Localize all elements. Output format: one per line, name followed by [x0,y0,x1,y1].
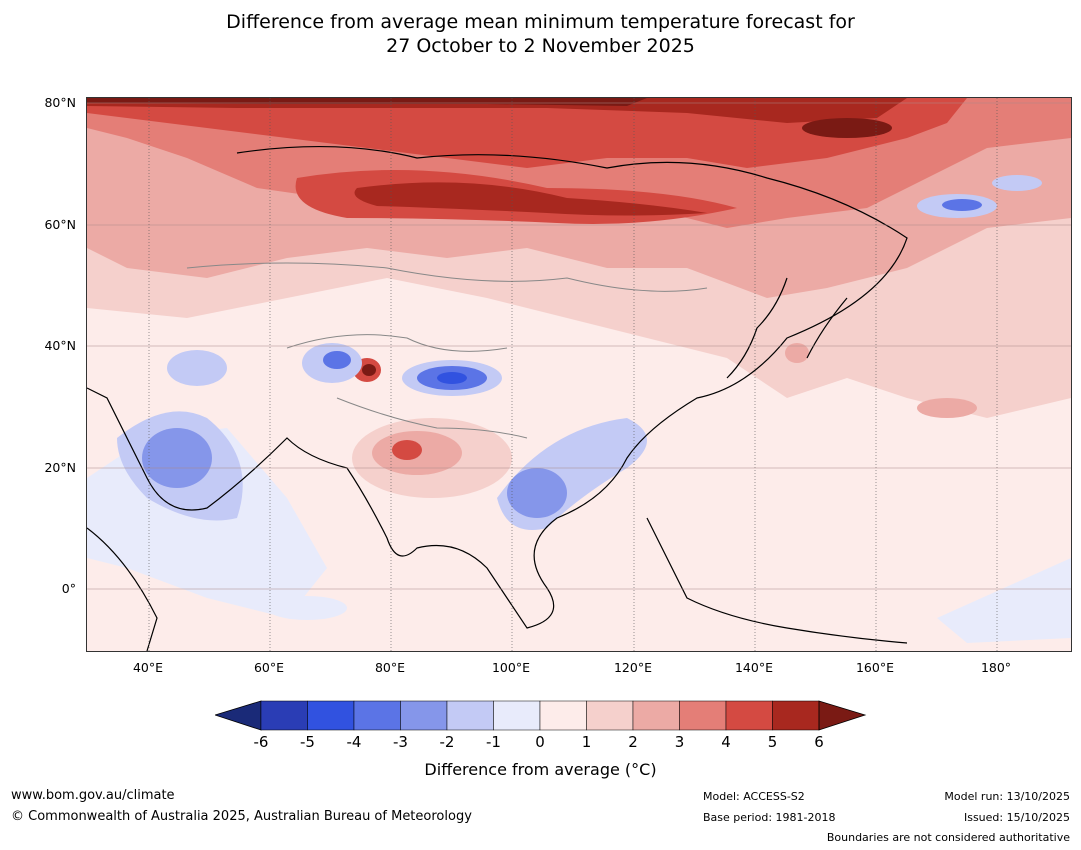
footer-model-run: Model run: 13/10/2025 [944,790,1070,803]
colorbar-tick-label: -3 [393,733,408,751]
colorbar-extend-low [215,700,262,731]
colorbar-segment [446,700,494,731]
footer-issued: Issued: 15/10/2025 [963,811,1070,824]
colorbar-tick-label: -6 [253,733,269,751]
colorbar-tick-label: 5 [767,733,778,751]
colorbar [215,700,867,731]
lon-label-160e: 160°E [855,660,894,675]
colorbar-segment [260,700,308,731]
lat-label-40n: 40°N [44,338,76,353]
colorbar-segment [632,700,680,731]
temperature-anomaly-map [87,98,1071,651]
title-line-1: Difference from average mean minimum tem… [226,11,855,33]
colorbar-segment [725,700,773,731]
lon-label-60e: 60°E [253,660,285,675]
lat-label-20n: 20°N [44,460,76,475]
colorbar-extend-high [818,700,867,731]
colorbar-tick-label: -1 [486,733,501,751]
colorbar-label: Difference from average (°C) [424,760,657,779]
lon-label-100e: 100°E [491,660,530,675]
colorbar-segment [493,700,541,731]
map-title: Difference from average mean minimum tem… [0,10,1081,58]
lon-label-40e: 40°E [132,660,164,675]
colorbar-segment [679,700,727,731]
lat-label-80n: 80°N [44,95,76,110]
colorbar-tick-label: 4 [721,733,731,751]
lat-label-0: 0° [61,581,76,596]
colorbar-tick-label: 2 [628,733,638,751]
colorbar-tick-label: -5 [300,733,315,751]
colorbar-tick-label: 0 [535,733,545,751]
footer-model: Model: ACCESS-S2 [703,790,805,803]
footer-boundaries: Boundaries are not considered authoritat… [826,831,1070,844]
lat-label-60n: 60°N [44,217,76,232]
colorbar-segment [539,700,587,731]
colorbar-segment [353,700,401,731]
colorbar-tick-label: 1 [581,733,592,751]
lon-label-120e: 120°E [613,660,652,675]
colorbar-segment [400,700,448,731]
colorbar-segment [772,700,820,731]
lon-label-80e: 80°E [374,660,406,675]
footer-base-period: Base period: 1981-2018 [703,811,836,824]
colorbar-segment [586,700,634,731]
colorbar-tick-label: -2 [439,733,455,751]
lon-label-180: 180° [980,660,1012,675]
title-line-2: 27 October to 2 November 2025 [386,35,695,57]
colorbar-segment [307,700,355,731]
lon-label-140e: 140°E [734,660,773,675]
colorbar-tick-label: 6 [814,733,824,751]
colorbar-tick-label: 3 [674,733,685,751]
colorbar-tick-label: -4 [346,733,362,751]
footer-copyright: © Commonwealth of Australia 2025, Austra… [11,809,472,824]
map-panel [86,97,1072,652]
footer-website: www.bom.gov.au/climate [11,788,175,803]
